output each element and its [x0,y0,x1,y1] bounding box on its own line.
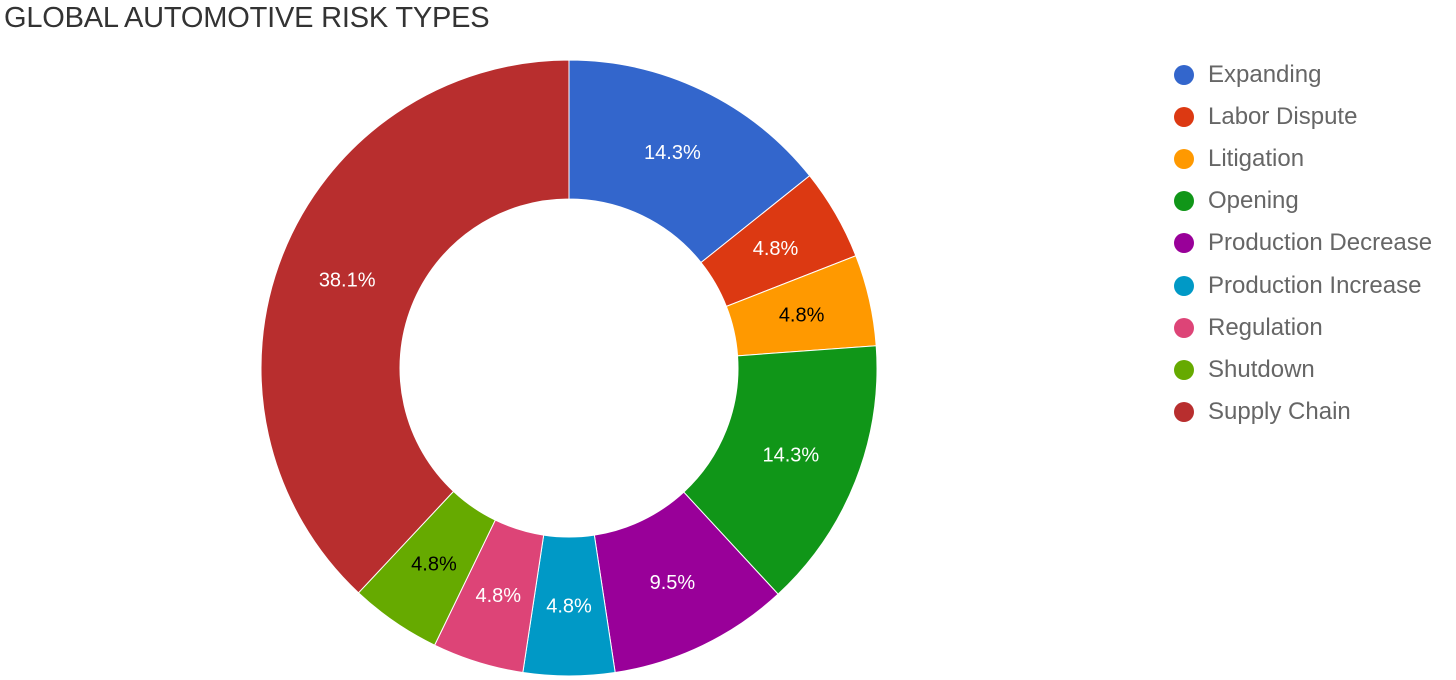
legend-swatch-icon [1174,107,1194,128]
legend-item-regulation[interactable]: Regulation [1174,307,1432,349]
legend-swatch-icon [1174,65,1194,86]
legend-label: Labor Dispute [1208,103,1358,131]
legend-item-production-decrease[interactable]: Production Decrease [1174,222,1432,264]
slice-supply-chain[interactable] [260,59,570,594]
legend-item-labor-dispute[interactable]: Labor Dispute [1174,96,1432,138]
data-label-production-decrease: 9.5% [650,572,696,594]
legend-item-expanding[interactable]: Expanding [1174,54,1432,96]
data-label-production-increase: 4.8% [546,596,592,618]
legend-label: Litigation [1208,145,1305,173]
legend-item-shutdown[interactable]: Shutdown [1174,349,1432,391]
legend-label: Regulation [1208,313,1323,341]
legend-swatch-icon [1174,233,1194,254]
slice-expanding[interactable] [568,59,811,264]
data-label-litigation: 4.8% [779,304,825,326]
data-label-regulation: 4.8% [475,585,521,607]
data-label-labor-dispute: 4.8% [753,238,799,260]
legend-item-litigation[interactable]: Litigation [1174,138,1432,180]
legend-swatch-icon [1174,401,1194,422]
data-label-supply-chain: 38.1% [319,269,376,291]
chart-legend: Expanding Labor Dispute Litigation Opening P… [1174,54,1432,433]
legend-label: Supply Chain [1208,397,1351,425]
legend-item-supply-chain[interactable]: Supply Chain [1174,391,1432,433]
legend-label: Shutdown [1208,355,1315,383]
legend-label: Expanding [1208,61,1322,89]
legend-item-opening[interactable]: Opening [1174,180,1432,222]
data-label-shutdown: 4.8% [411,554,457,576]
legend-swatch-icon [1174,317,1194,338]
legend-swatch-icon [1174,275,1194,296]
data-label-expanding: 14.3% [644,142,701,164]
legend-item-production-increase[interactable]: Production Increase [1174,264,1432,306]
legend-label: Production Increase [1208,271,1422,299]
chart-title: GLOBAL AUTOMOTIVE RISK TYPES [4,2,490,34]
legend-label: Opening [1208,187,1299,215]
legend-swatch-icon [1174,149,1194,170]
legend-swatch-icon [1174,359,1194,380]
data-label-opening: 14.3% [762,445,819,467]
legend-label: Production Decrease [1208,229,1433,257]
legend-swatch-icon [1174,191,1194,212]
slice-opening[interactable] [683,345,878,595]
